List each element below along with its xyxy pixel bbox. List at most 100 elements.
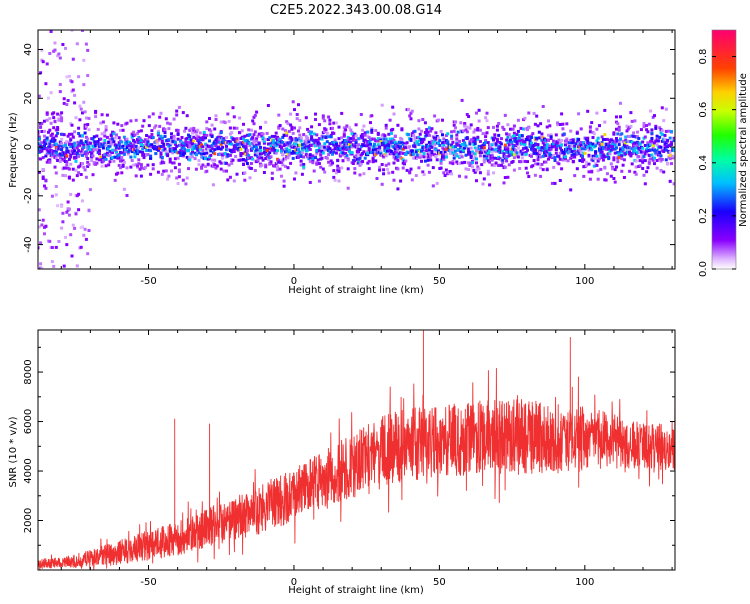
spectrogram-cell [460,161,464,165]
spectrogram-cell [570,150,574,153]
spectrogram-cell [125,140,129,144]
spectrogram-cell [540,146,544,150]
spectrogram-cell [662,150,666,153]
spectrogram-cell [439,150,443,154]
colorbar-tick-label: 0.8 [698,49,709,65]
spectrogram-cell [327,135,331,139]
spectrogram-cell [549,135,553,139]
spectrogram-cell [179,139,183,143]
spectrogram-cell [617,143,621,147]
spectrogram-cell [54,245,58,249]
spectrogram-cell [540,162,544,166]
spectrogram-cell [259,125,262,129]
spectrogram-cell [43,232,46,236]
spectrogram-cell [431,166,435,170]
spectrogram-cell [622,176,626,179]
spectrogram-cell [321,116,325,120]
spectrogram-cell [539,155,543,159]
spectrogram-cell [136,132,139,136]
spectrogram-cell [208,117,211,120]
spectrogram-cell [358,148,362,151]
spectrogram-cell [299,139,303,143]
spectrogram-cell [206,147,210,151]
spectrogram-cell [113,178,117,182]
spectrogram-cell [281,159,285,163]
spectrogram-cell [108,137,112,141]
spectrogram-cell [595,163,599,167]
spectrogram-cell [571,138,575,142]
spectrogram-cell [461,129,465,133]
spectrogram-cell [242,137,245,141]
spectrogram-cell [311,158,315,162]
spectrogram-cell [268,151,272,155]
spectrogram-cell [197,163,201,167]
spectrogram-cell [451,160,455,163]
spectrogram-cell [482,154,486,158]
spectrogram-cell [537,136,541,140]
spectrogram-cell [286,156,290,160]
spectrogram-cell [314,112,317,116]
spectrogram-cell [276,168,279,172]
spectrogram-cell [367,140,371,144]
spectrogram-cell [383,144,387,148]
spectrogram-cell [590,170,594,174]
spectrogram-cell [188,135,192,138]
spectrogram-cell [603,120,607,124]
spectrogram-cell [39,157,43,161]
spectrogram-cell [67,157,71,161]
spectrogram-cell [73,93,77,97]
spectrogram-cell [626,139,630,143]
spectrogram-cell [87,116,91,120]
spectrogram-cell [222,139,226,143]
spectrogram-cell [463,124,467,128]
spectrogram-cell [556,140,560,144]
spectrogram-cell [57,117,61,121]
spectrogram-cell [141,153,145,157]
spectrogram-cell [354,141,358,145]
spectrogram-cell [619,148,622,152]
spectrogram-cell [536,162,540,166]
colorbar-tick-label: 0.6 [698,102,709,118]
spectrogram-cell [375,139,379,143]
spectrogram-cell [584,164,588,168]
spectrogram-cell [319,153,323,157]
spectrogram-cell [323,142,327,146]
spectrogram-cell [514,136,518,140]
spectrogram-cell [354,138,358,142]
spectrogram-cell [451,140,455,144]
spectrogram-cell [367,146,371,150]
spectrogram-cell [535,151,539,155]
spectrogram-cell [90,159,94,163]
spectrogram-cell [136,138,139,141]
spectrogram-cell [389,151,393,155]
spectrogram-cell [49,30,53,33]
spectrogram-cell [247,154,251,158]
spectrogram-cell [83,227,87,231]
spectrogram-cell [302,163,306,166]
spectrogram-cell [163,147,167,151]
spectrogram-cell [143,138,147,142]
spectrogram-cell [480,163,484,167]
spectrogram-cell [197,159,201,163]
spectrogram-cell [219,142,223,146]
spectrogram-cell [512,131,516,135]
spectrogram-cell [81,199,84,203]
spectrogram-cell [523,116,527,120]
spectrogram-cell [139,174,143,178]
spectrogram-cell [198,131,202,135]
spectrogram-cell [634,159,638,163]
spectrogram-cell [636,151,639,155]
spectrogram-cell [160,172,164,176]
spectrogram-cell [47,96,50,100]
spectrogram-cell [672,147,675,151]
spectrogram-cell [192,139,196,143]
spectrogram-cell [497,163,501,167]
spectrogram-cell [44,178,48,182]
spectrogram-cell [209,149,213,153]
spectrogram-cell [447,171,451,175]
spectrogram-cell [629,124,633,128]
spectrogram-cell [539,166,543,170]
spectrogram-cell [573,155,577,159]
spectrogram-cell [637,155,641,159]
spectrogram-cell [69,121,73,125]
